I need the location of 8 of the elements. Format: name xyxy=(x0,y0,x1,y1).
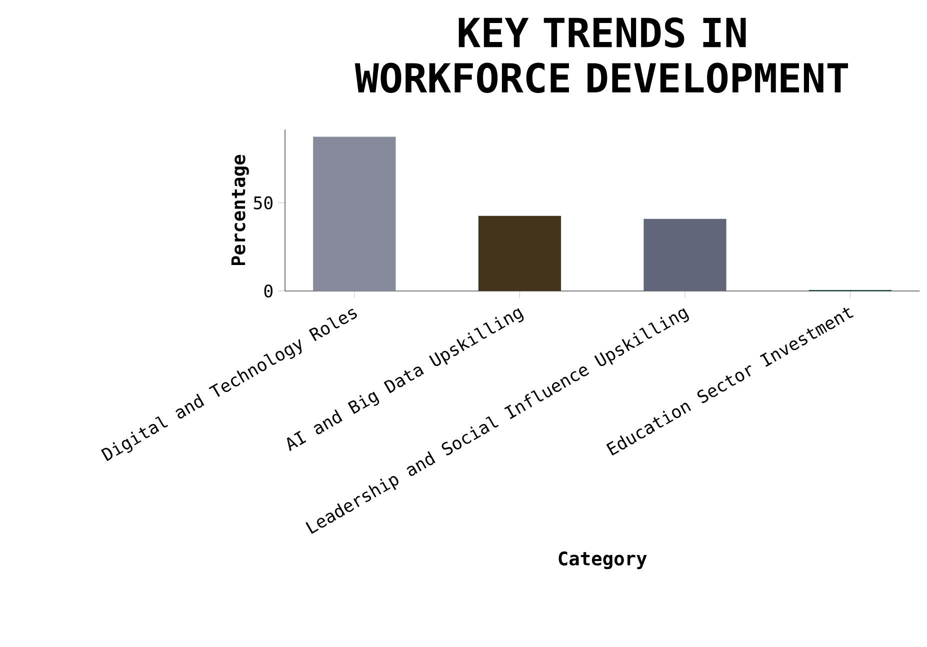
bar xyxy=(478,216,562,291)
y-tick-label: 0 xyxy=(264,284,272,298)
x-axis-title: Category xyxy=(558,551,647,570)
bar xyxy=(313,136,396,291)
y-tick-label: 50 xyxy=(254,196,272,210)
y-axis-title: Percentage xyxy=(231,154,249,266)
chart-title: KEY TRENDS IN WORKFORCE DEVELOPMENT xyxy=(354,17,848,93)
bar xyxy=(644,218,726,291)
